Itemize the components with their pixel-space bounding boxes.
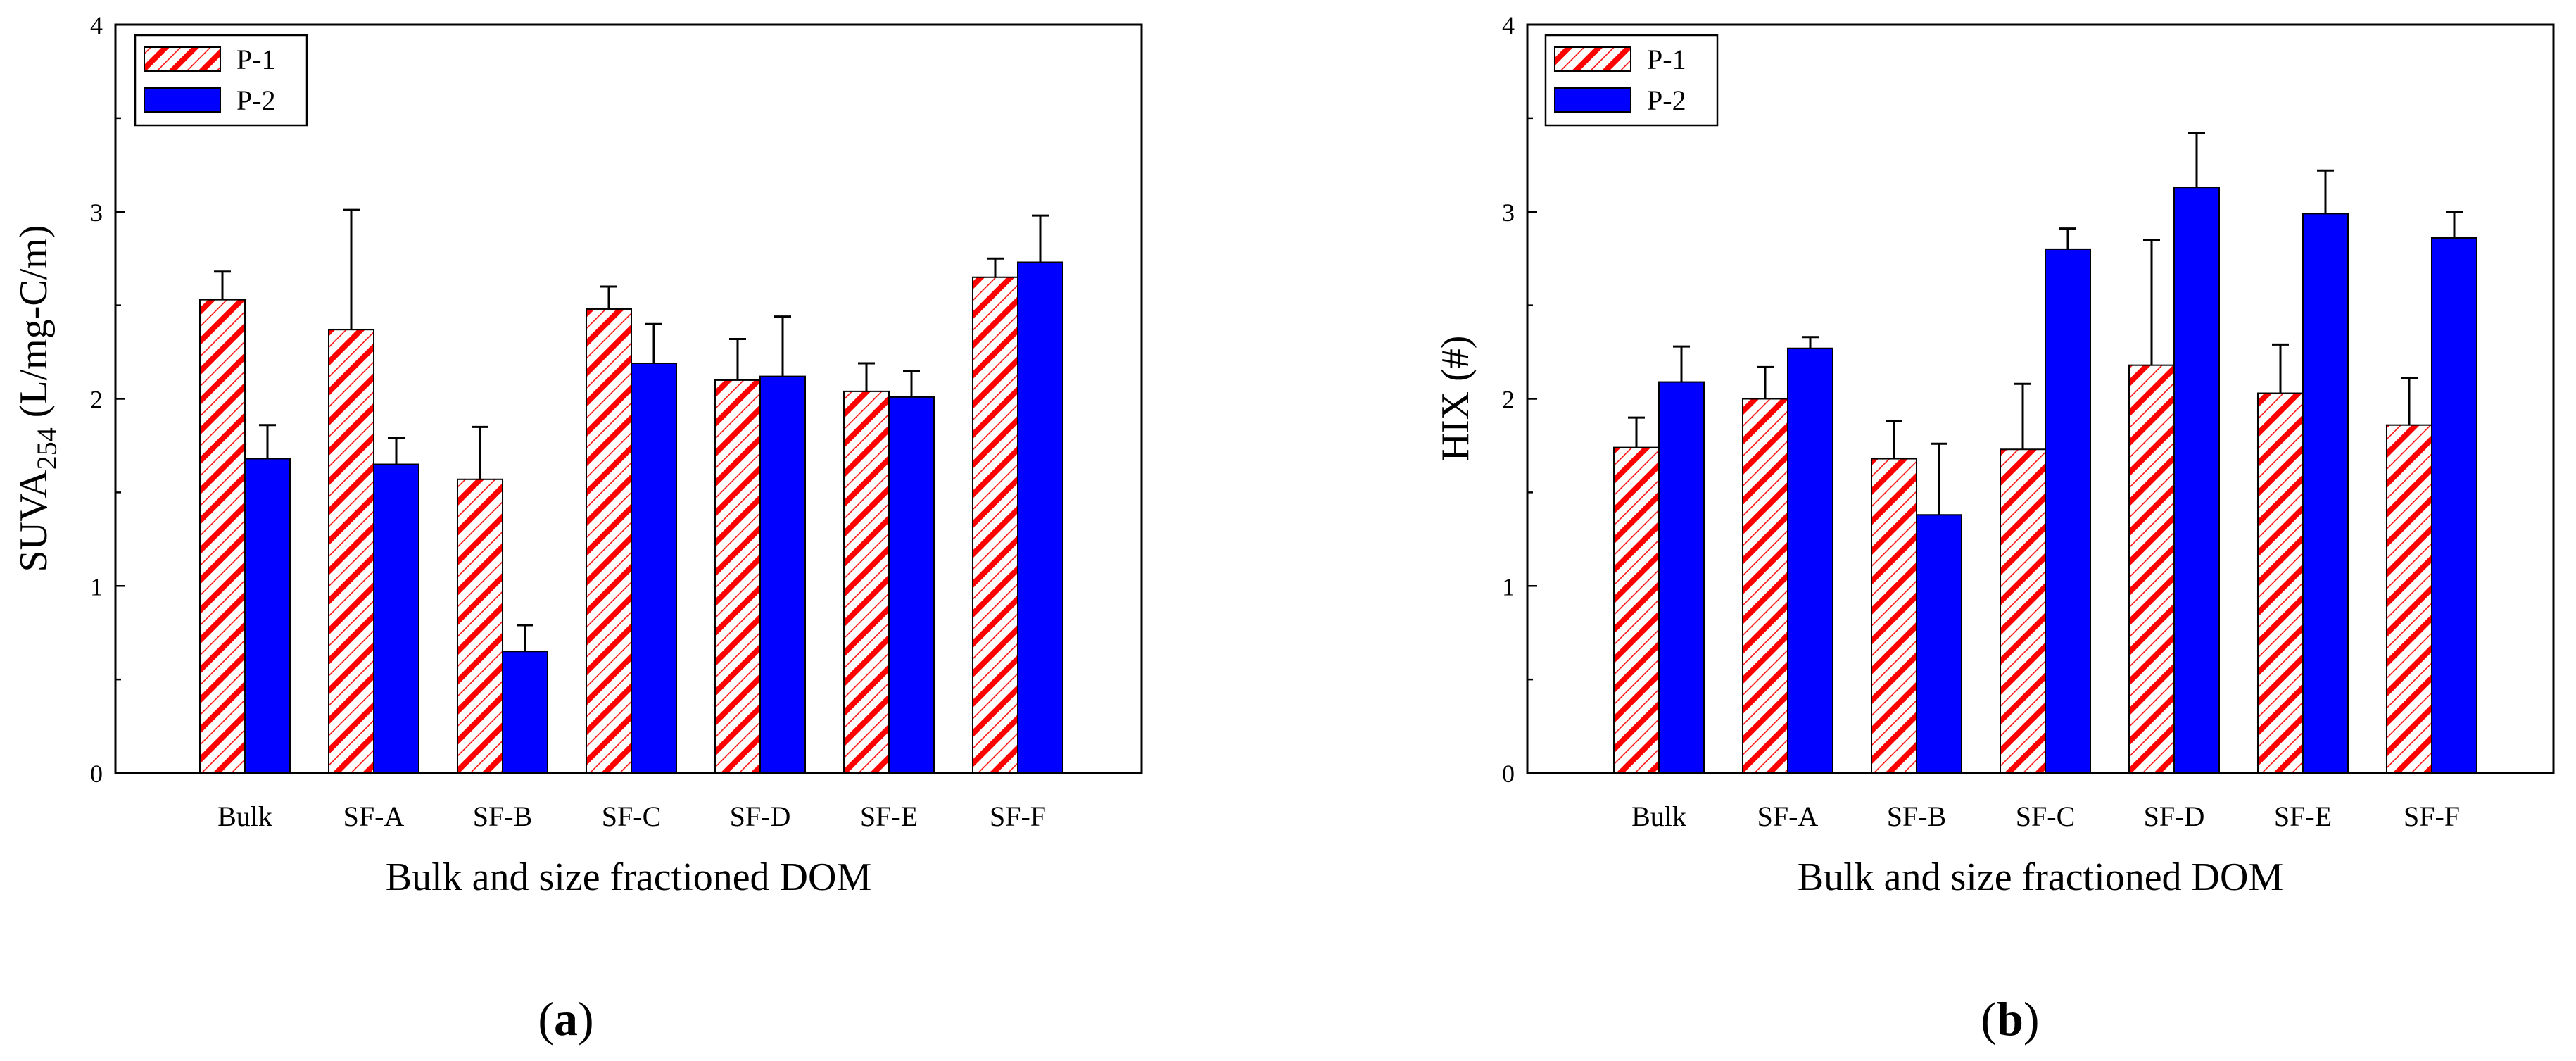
panel-label-open: ( — [1981, 992, 1997, 1046]
x-tick-label: SF-A — [1757, 801, 1819, 832]
bar-p2 — [1787, 347, 1833, 774]
bar-p1 — [843, 390, 890, 774]
y-tick-label: 4 — [1502, 11, 1515, 39]
bar-p2 — [2173, 187, 2220, 774]
bar-p2 — [2431, 237, 2477, 774]
panel-label-close: ) — [2023, 992, 2040, 1046]
bar-p2 — [373, 463, 419, 774]
legend-swatch-p2 — [1554, 87, 1631, 113]
bar-p2 — [2302, 213, 2349, 774]
y-tick-label: 2 — [90, 386, 103, 414]
x-tick-label: Bulk — [217, 801, 272, 832]
bar-p1 — [1613, 446, 1660, 774]
x-tick-label: Bulk — [1631, 801, 1686, 832]
bar-p2 — [502, 651, 548, 774]
y-tick-label: 1 — [1502, 572, 1515, 601]
y-axis-title-rest: (L/mg-C/m) — [12, 225, 56, 428]
x-tick-label: SF-F — [990, 801, 1046, 832]
bar-p2 — [1017, 261, 1063, 774]
bar-p1 — [328, 329, 374, 774]
legend-swatch-p2 — [144, 87, 221, 113]
y-tick-label: 3 — [1502, 199, 1515, 227]
bar-p1 — [2128, 364, 2175, 774]
x-tick-label: SF-C — [2016, 801, 2076, 832]
bar-p1 — [1742, 398, 1788, 774]
x-tick-label: SF-B — [473, 801, 533, 832]
y-tick-label: 1 — [90, 572, 103, 601]
bar-p1 — [1871, 458, 1917, 774]
y-tick-label: 0 — [1502, 760, 1515, 788]
legend-label-p1: P-1 — [236, 44, 276, 75]
bar-p1 — [457, 478, 503, 774]
x-axis-title: Bulk and size fractioned DOM — [386, 855, 871, 899]
legend-label-p2: P-2 — [236, 84, 276, 116]
bar-p2 — [1916, 514, 1962, 774]
bar-p1 — [2257, 392, 2304, 774]
y-axis-title-main: HIX (#) — [1434, 336, 1477, 462]
panel-label-close: ) — [578, 992, 594, 1046]
panel-label-open: ( — [538, 992, 554, 1046]
bar-p1 — [2000, 448, 2046, 774]
legend-label-p1: P-1 — [1647, 44, 1686, 75]
y-tick-label: 0 — [90, 760, 103, 788]
y-tick-label: 2 — [1502, 386, 1515, 414]
chart-panel-a: 0 1 2 3 4 Bulk SF-A SF-B SF-C SF-D SF-E SF-F P-1 P-… — [12, 11, 1143, 1046]
y-axis-title: SUVA254 (L/mg-C/m) — [12, 225, 63, 572]
legend-swatch-p1 — [1554, 46, 1631, 72]
bar-p1 — [2386, 424, 2432, 774]
bar-p2 — [1658, 381, 1705, 774]
y-tick-label: 4 — [90, 11, 103, 39]
legend-label-p2: P-2 — [1647, 84, 1686, 116]
chart-panel-b: 0 1 2 3 4 Bulk SF-A SF-B SF-C SF-D SF-E SF-F P-1 P-… — [1434, 11, 2555, 1046]
y-axis-title-main: SUVA — [12, 470, 56, 572]
x-tick-label: SF-B — [1887, 801, 1947, 832]
bar-p2 — [759, 375, 806, 774]
bar-p1 — [586, 308, 632, 774]
panel-label-b: (b) — [1981, 992, 2039, 1046]
x-tick-label: SF-D — [730, 801, 791, 832]
bar-p1 — [972, 276, 1018, 774]
bar-p2 — [888, 396, 935, 774]
y-axis-title: HIX (#) — [1434, 336, 1477, 462]
legend: P-1 P-2 — [1544, 34, 1719, 127]
x-tick-label: SF-D — [2144, 801, 2205, 832]
panel-label-letter: b — [1997, 992, 2023, 1046]
x-tick-label: SF-F — [2404, 801, 2460, 832]
legend-swatch-p1 — [144, 46, 221, 72]
plot-area: 0 1 2 3 4 Bulk SF-A SF-B SF-C SF-D SF-E SF-F — [1502, 11, 2477, 832]
panel-label-letter: a — [554, 992, 578, 1046]
x-tick-label: SF-C — [602, 801, 662, 832]
y-axis-title-subscript: 254 — [31, 427, 63, 470]
bar-p1 — [714, 379, 761, 774]
x-axis-title: Bulk and size fractioned DOM — [1798, 855, 2283, 899]
y-tick-label: 3 — [90, 199, 103, 227]
bar-p2 — [631, 363, 677, 774]
bar-p2 — [244, 458, 291, 774]
x-tick-label: SF-A — [343, 801, 405, 832]
plot-area: 0 1 2 3 4 Bulk SF-A SF-B SF-C SF-D SF-E SF-F — [90, 11, 1063, 832]
panel-label-a: (a) — [538, 992, 593, 1046]
legend: P-1 P-2 — [134, 34, 308, 127]
x-tick-label: SF-E — [860, 801, 918, 832]
x-tick-label: SF-E — [2274, 801, 2332, 832]
bar-p1 — [199, 299, 246, 774]
bar-p2 — [2045, 248, 2091, 774]
